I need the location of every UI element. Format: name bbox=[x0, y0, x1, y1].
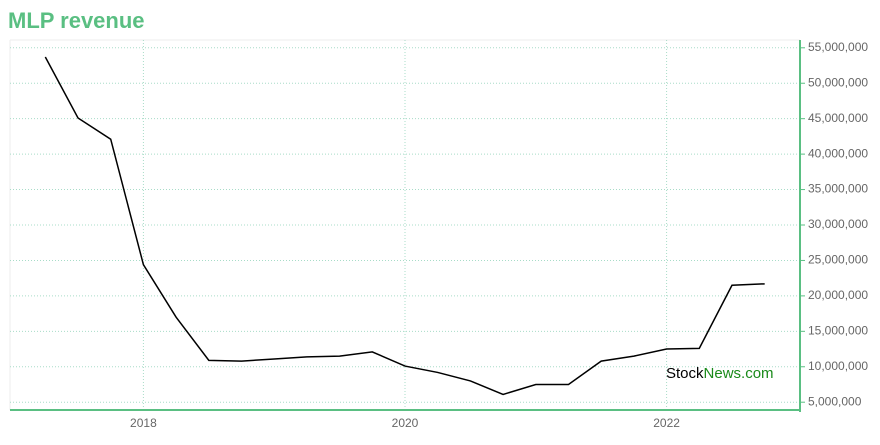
x-tick-label: 2020 bbox=[392, 416, 419, 430]
chart-title: MLP revenue bbox=[8, 8, 145, 33]
line bbox=[44, 56, 765, 396]
y-tick-label: 25,000,000 bbox=[808, 253, 868, 267]
y-tick-label: 20,000,000 bbox=[808, 288, 868, 302]
x-tick-label: 2022 bbox=[653, 416, 680, 430]
watermark-part: News.com bbox=[704, 365, 774, 382]
y-tick-label: 55,000,000 bbox=[808, 40, 868, 54]
watermark: StockNews.com bbox=[666, 365, 774, 382]
y-tick-label: 45,000,000 bbox=[808, 111, 868, 125]
grid: 5,000,000 10,000,000 15,000,000 20,000,000 2… bbox=[9, 39, 868, 430]
y-tick-label: 40,000,000 bbox=[808, 146, 868, 160]
y-tick-label: 50,000,000 bbox=[808, 75, 868, 89]
x-tick-label: 2018 bbox=[130, 416, 157, 430]
plot bbox=[44, 56, 765, 396]
y-tick-label: 30,000,000 bbox=[808, 217, 868, 231]
y-tick-label: 10,000,000 bbox=[808, 359, 868, 373]
y-tick-label: 15,000,000 bbox=[808, 323, 868, 337]
y-tick-label: 5,000,000 bbox=[808, 394, 862, 408]
y-tick-label: 35,000,000 bbox=[808, 182, 868, 196]
watermark-part: Stock bbox=[666, 365, 704, 382]
